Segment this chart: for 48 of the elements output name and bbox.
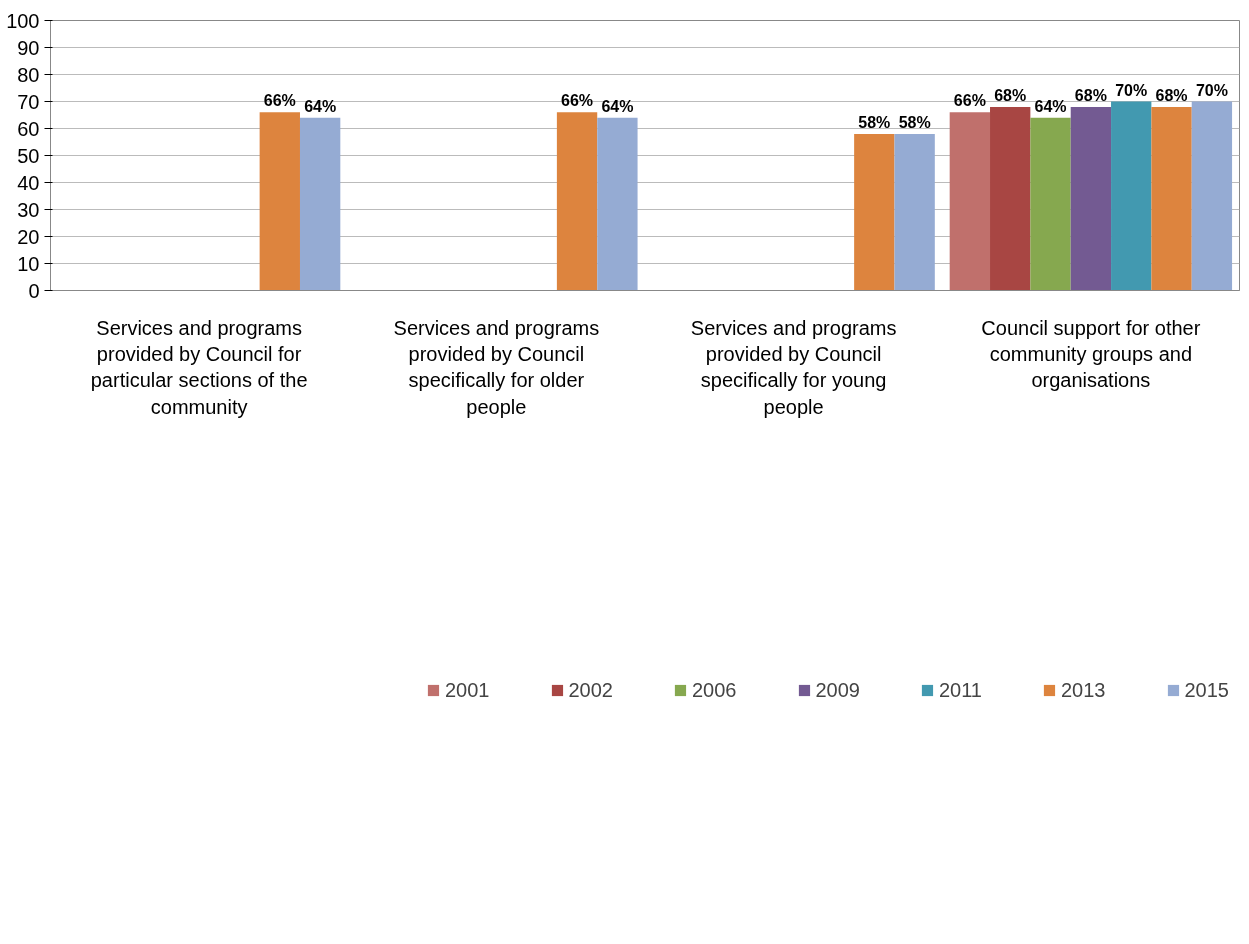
y-tick-label: 80 <box>17 63 40 86</box>
y-tick-label: 50 <box>17 144 40 167</box>
data-label: 70% <box>1115 81 1148 99</box>
bar <box>990 106 1031 291</box>
legend-label: 2002 <box>568 678 613 702</box>
data-label: 70% <box>1195 81 1228 99</box>
y-tick-label: 100 <box>6 9 40 32</box>
bar <box>1111 101 1152 291</box>
data-label: 68% <box>1074 86 1107 104</box>
x-tick-label: Services and programs provided by Council specifically for older people <box>393 316 600 418</box>
x-tick-label: Council support for other community groups and organisations <box>981 316 1201 392</box>
data-label: 68% <box>994 86 1027 104</box>
data-label: 64% <box>304 97 337 115</box>
x-tick-label: Services and programs provided by Council specifically for young people <box>690 316 897 418</box>
bar <box>556 112 598 291</box>
bar <box>1070 106 1112 291</box>
data-label: 58% <box>858 113 891 131</box>
y-tick-label: 0 <box>28 279 40 302</box>
legend-label: 2006 <box>691 678 737 702</box>
bar <box>1030 117 1071 291</box>
y-tick-label: 90 <box>17 36 40 59</box>
bar <box>854 133 895 291</box>
bar <box>597 117 638 291</box>
bar <box>1191 101 1233 291</box>
bar <box>259 112 300 291</box>
bar <box>894 133 935 291</box>
data-label: 66% <box>953 92 986 110</box>
data-label: 64% <box>1034 97 1067 115</box>
x-tick-label: Services and programs provided by Council for particular sections of the community <box>90 316 308 418</box>
legend-label: 2011 <box>938 678 982 702</box>
legend-label: 2013 <box>1061 678 1106 702</box>
y-tick-label: 30 <box>17 198 40 221</box>
legend-label: 2009 <box>815 678 860 702</box>
data-label: 58% <box>898 113 931 131</box>
data-label: 66% <box>561 92 594 110</box>
data-label: 64% <box>601 97 634 115</box>
y-tick-label: 20 <box>17 225 40 248</box>
bar <box>949 112 991 291</box>
data-label: 68% <box>1155 86 1188 104</box>
y-tick-label: 40 <box>17 171 40 194</box>
bar <box>299 117 341 291</box>
y-tick-label: 10 <box>17 252 40 275</box>
data-label: 66% <box>263 92 296 110</box>
y-tick-label: 60 <box>17 117 40 140</box>
y-tick-label: 70 <box>17 90 40 113</box>
bar <box>1151 106 1192 291</box>
legend-label: 2015 <box>1184 678 1229 702</box>
legend-label: 2001 <box>444 678 490 702</box>
